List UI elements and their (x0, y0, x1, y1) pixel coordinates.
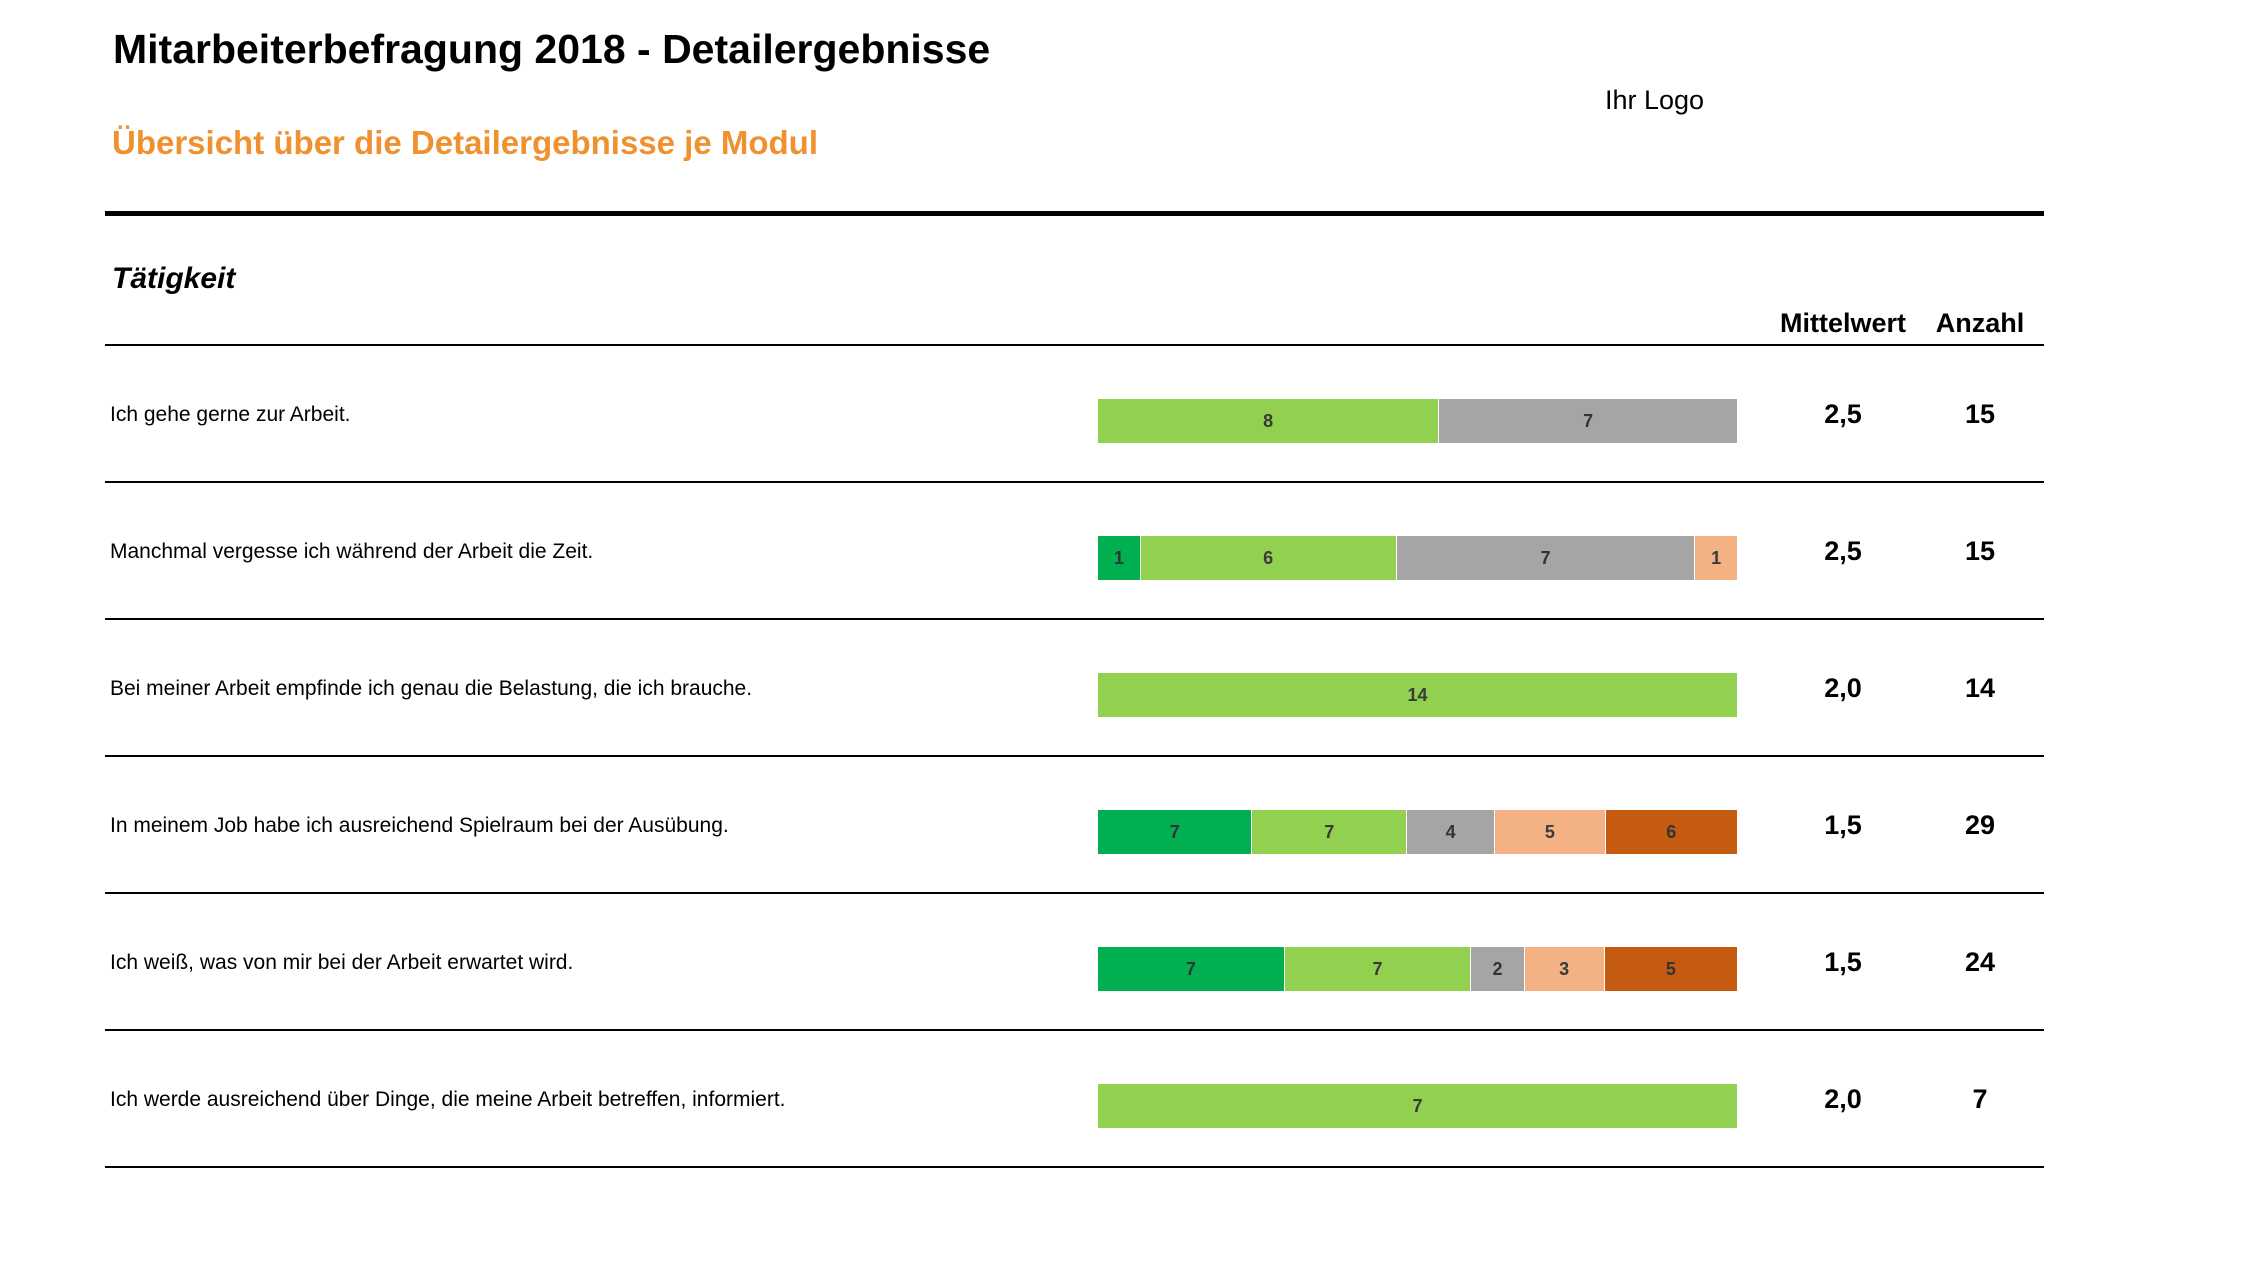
row-divider (105, 618, 2044, 620)
bar-segment-light-green: 6 (1140, 536, 1397, 580)
count-value: 14 (1964, 673, 1996, 703)
bar-segment-peach: 3 (1524, 947, 1605, 991)
mean-value: 2,0 (1824, 1084, 1862, 1114)
header-divider (105, 211, 2044, 216)
question-text: Ich gehe gerne zur Arbeit. (110, 403, 351, 426)
question-text: In meinem Job habe ich ausreichend Spiel… (110, 814, 729, 837)
mean-value: 2,5 (1824, 399, 1862, 429)
table-row: Ich gehe gerne zur Arbeit. 8 7 2,5 15 (0, 346, 2246, 483)
count-value: 7 (1972, 1084, 1988, 1114)
module-title: Tätigkeit (112, 262, 236, 295)
question-text: Ich werde ausreichend über Dinge, die me… (110, 1088, 786, 1111)
bar-segment-light-green: 7 (1252, 810, 1407, 854)
table-row: In meinem Job habe ich ausreichend Spiel… (0, 757, 2246, 894)
bar-segment-orange: 6 (1605, 810, 1738, 854)
count-value: 15 (1964, 399, 1996, 429)
bar-segment-light-green: 7 (1098, 1084, 1738, 1128)
page-subtitle: Übersicht über die Detailergebnisse je M… (112, 124, 819, 161)
count-value: 29 (1964, 810, 1996, 840)
bar-segment-light-green: 14 (1098, 673, 1738, 717)
bar-segment-orange: 5 (1604, 947, 1738, 991)
bar-segment-gray: 2 (1471, 947, 1525, 991)
row-divider (105, 755, 2044, 757)
page-title: Mitarbeiterbefragung 2018 - Detailergebn… (113, 26, 991, 72)
row-divider (105, 1166, 2044, 1168)
bar-segment-dark-green: 7 (1098, 810, 1253, 854)
row-divider (105, 1029, 2044, 1031)
row-divider (105, 892, 2044, 894)
bar-segment-peach: 5 (1495, 810, 1606, 854)
mean-value: 1,5 (1824, 947, 1862, 977)
mean-value: 1,5 (1824, 810, 1862, 840)
table-row: Manchmal vergesse ich während der Arbeit… (0, 483, 2246, 620)
bar-segment-dark-green: 7 (1098, 947, 1285, 991)
row-divider (105, 481, 2044, 483)
bar-segment-gray: 4 (1406, 810, 1496, 854)
question-text: Bei meiner Arbeit empfinde ich genau die… (110, 677, 753, 700)
logo-placeholder: Ihr Logo (1605, 85, 1705, 115)
bar-segment-light-green: 8 (1098, 399, 1440, 443)
mean-value: 2,0 (1824, 673, 1862, 703)
question-text: Manchmal vergesse ich während der Arbeit… (110, 540, 594, 563)
bar-segment-peach: 1 (1695, 536, 1738, 580)
table-row: Ich weiß, was von mir bei der Arbeit erw… (0, 894, 2246, 1031)
row-divider (105, 344, 2044, 346)
column-header-mean: Mittelwert (1779, 308, 1906, 338)
mean-value: 2,5 (1824, 536, 1862, 566)
table-row: Ich werde ausreichend über Dinge, die me… (0, 1031, 2246, 1168)
column-header-count: Anzahl (1935, 308, 2025, 338)
bar-segment-gray: 7 (1439, 399, 1738, 443)
question-text: Ich weiß, was von mir bei der Arbeit erw… (110, 951, 574, 974)
table-row: Bei meiner Arbeit empfinde ich genau die… (0, 620, 2246, 757)
bar-segment-gray: 7 (1396, 536, 1696, 580)
bar-segment-dark-green: 1 (1098, 536, 1141, 580)
count-value: 15 (1964, 536, 1996, 566)
bar-segment-light-green: 7 (1284, 947, 1472, 991)
count-value: 24 (1964, 947, 1996, 977)
